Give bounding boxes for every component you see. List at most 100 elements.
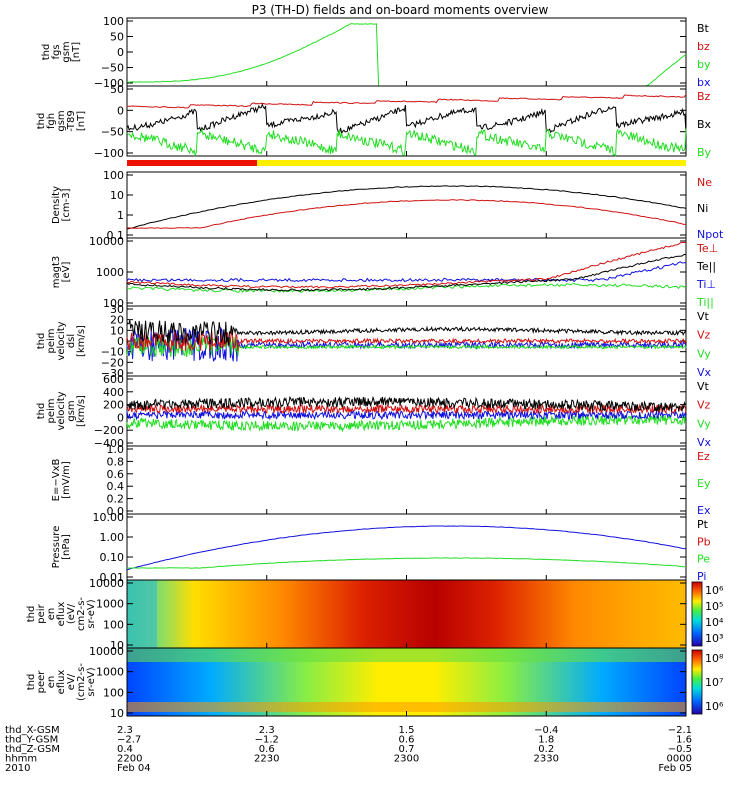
spectrogram-top-band: [127, 648, 686, 662]
y-axis-label-line: thd: [41, 44, 52, 61]
legend-entry: Vx: [697, 436, 712, 449]
y-tick-label: −100: [94, 77, 124, 90]
panel-frame: [126, 513, 687, 581]
x-tick-value: 2.3: [259, 725, 275, 736]
y-axis-label-line: [mV/m]: [61, 461, 72, 499]
x-tick-value: 0.6: [399, 735, 415, 746]
legend-entry: Pe: [697, 553, 710, 566]
legend-entry: Vx: [697, 366, 712, 379]
x-tick-value: 2230: [254, 754, 279, 765]
y-axis-label-line: cm2-s-: [76, 597, 87, 631]
y-axis-label: thd peer en eflux eV/(cm2-s-sr-eV): [26, 663, 97, 701]
colorbar-label: 10³: [705, 632, 723, 645]
y-axis-label-line: thd: [36, 333, 47, 350]
legend-entry: By: [697, 146, 712, 159]
mode-status-bar: [127, 160, 686, 166]
legend-entry: Bx: [697, 118, 712, 131]
y-tick-label: 1.0: [107, 443, 125, 456]
legend-entry: bx: [697, 76, 711, 89]
x-row-label: 2010: [5, 763, 30, 774]
x-tick-value: 1.8: [538, 735, 554, 746]
trace-ti-perp: [126, 261, 687, 283]
y-axis-label-line: magt3: [51, 256, 62, 289]
y-axis-label-line: thd: [36, 403, 47, 420]
x-row-label: thd_Z-GSM: [5, 744, 60, 755]
y-tick-label: 10: [110, 189, 124, 202]
legend-entry: Te||: [696, 260, 716, 273]
trace-vz: [126, 331, 687, 353]
y-axis-label-line: gsm: [61, 41, 72, 62]
y-axis-label-line: dsl: [66, 334, 77, 348]
panel-peir: 10⁶ 10⁵ 10⁴ 10³ 10000 1000 100 10 thd peir en eflux…: [26, 577, 724, 652]
x-tick-value: 2200: [117, 754, 142, 765]
x-tick-value: 2300: [394, 754, 419, 765]
panel-frame: [126, 171, 687, 239]
y-axis-label-line: eV/: [66, 673, 77, 690]
y-axis-label-line: [nT]: [76, 111, 87, 131]
y-tick-label: 0.6: [107, 468, 125, 481]
legend-entry: Vz: [697, 399, 711, 412]
colorbar-label: 10⁸: [705, 652, 724, 665]
y-axis-label-line: sr-eV): [86, 599, 97, 628]
y-axis-label-line: gsm: [56, 110, 67, 131]
trace-by: [126, 23, 687, 87]
status-bar-red: [127, 160, 257, 166]
trace-bx: [126, 102, 687, 136]
y-tick-label: 0.10: [100, 551, 125, 564]
y-tick-label: 10: [110, 639, 124, 652]
y-axis-label: thd peir en eflux (eV/cm2-s-sr-eV): [26, 597, 97, 631]
y-tick-label: 100: [103, 686, 124, 699]
legend-entry: Npot: [697, 228, 724, 241]
y-axis-label-line: gsm: [66, 400, 77, 421]
x-tick-value: 0.7: [399, 744, 415, 755]
y-tick-label: 0: [117, 46, 124, 59]
panel-temp: 10000 1000 100 magt3 [eV] Te⊥ Te|| Ti⊥ Ti||: [51, 235, 718, 310]
y-tick-label: 30: [110, 303, 124, 316]
status-bar-yellow: [257, 160, 686, 166]
y-tick-label: 100: [103, 618, 124, 631]
y-axis-label: Pressure [nPa]: [51, 526, 72, 569]
y-axis-label-line: [km/s]: [76, 395, 87, 427]
trace-pe: [127, 557, 687, 569]
trace-ne: [126, 199, 687, 229]
legend-entry: Ez: [697, 450, 710, 463]
y-axis-label-line: [nT]: [71, 42, 82, 62]
legend-entry: bz: [697, 40, 710, 53]
legend-entry: Te⊥: [696, 242, 718, 255]
y-axis-label: thd peim velocity gsm [km/s]: [36, 391, 87, 430]
y-axis-label-line: thd: [26, 674, 37, 691]
colorbar-label: 10⁴: [705, 616, 724, 629]
y-tick-label: 10: [110, 707, 124, 720]
y-axis-label: magt3 [eV]: [51, 256, 72, 289]
legend-entry: Vt: [697, 380, 710, 393]
x-tick-value: −1.2: [255, 735, 279, 746]
y-axis-label: thd fgs gsm [nT]: [41, 41, 82, 62]
trace-pi: [126, 525, 687, 571]
legend-entry: Ey: [697, 477, 711, 490]
y-tick-label: 50: [110, 83, 124, 96]
trace-te-par: [126, 253, 687, 292]
panel-frame: [126, 445, 687, 515]
y-axis-label-line: peer: [36, 670, 47, 694]
x-tick-value: −2.1: [668, 725, 692, 736]
y-axis-label-line: [km/s]: [76, 325, 87, 357]
panel-frame: [126, 17, 687, 87]
legend-entry: Bz: [697, 90, 711, 103]
y-axis-label-line: eflux: [56, 602, 67, 627]
spectrogram-left-band: [127, 580, 157, 648]
x-tick-value: 1.5: [399, 725, 415, 736]
legend-entry: by: [697, 58, 711, 71]
y-tick-label: 0.01: [100, 571, 125, 584]
x-row-label: hhmm: [5, 754, 37, 765]
y-axis-label-line: peir: [36, 603, 47, 623]
legend-entry: Pi: [697, 570, 706, 583]
y-axis-label: E=−VxB [mV/m]: [51, 459, 72, 502]
y-tick-label: −50: [101, 62, 124, 75]
colorbar-label: 10⁵: [705, 600, 723, 613]
y-tick-label: 100: [103, 169, 124, 182]
panel-fgh: 50 0 −50 −100 thd fgh gsm -T89 [nT] Bz Bx By: [36, 83, 712, 160]
trace-bz: [126, 94, 687, 109]
y-axis-label-line: fgh: [46, 113, 57, 129]
colorbar: [691, 649, 703, 715]
panel-pressure: 10.00 1.00 0.10 0.01 Pressure [nPa] Pt Pb Pe Pi: [51, 511, 711, 584]
